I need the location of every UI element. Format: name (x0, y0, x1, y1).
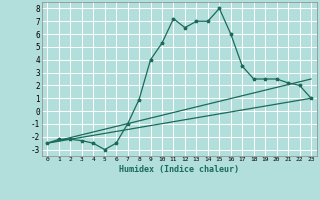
X-axis label: Humidex (Indice chaleur): Humidex (Indice chaleur) (119, 165, 239, 174)
